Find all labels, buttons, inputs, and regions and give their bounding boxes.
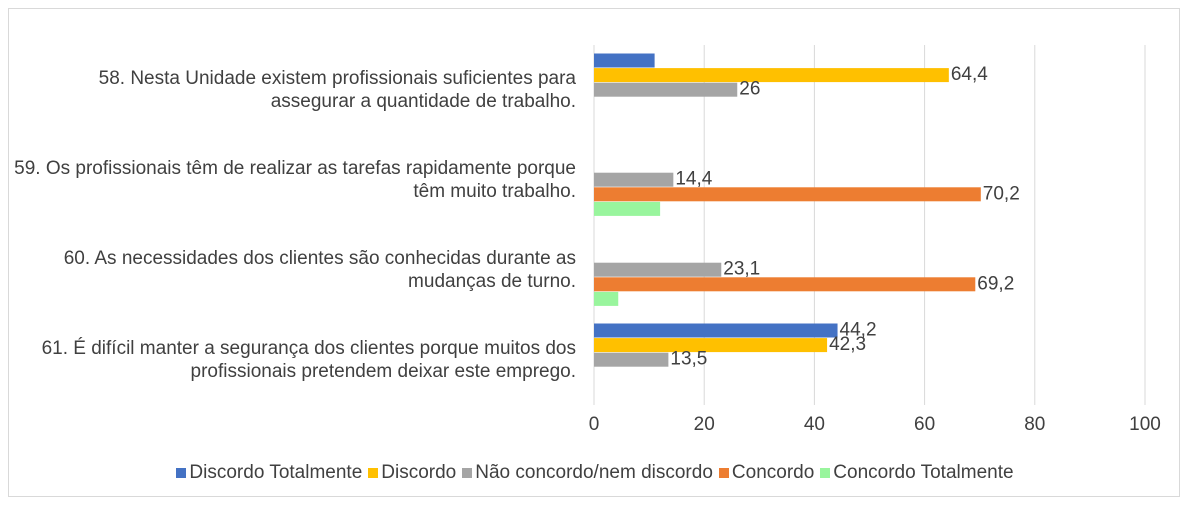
bar	[594, 352, 669, 367]
x-tick-label: 40	[804, 414, 825, 435]
legend-swatch	[462, 468, 473, 478]
x-tick-label: 20	[694, 414, 715, 435]
bar	[594, 53, 655, 68]
bar	[594, 82, 738, 97]
legend-label: Concordo	[731, 462, 815, 483]
bar	[594, 68, 949, 83]
legend-swatch	[368, 468, 379, 478]
category-label: 60. As necessidades dos clientes são con…	[63, 248, 576, 292]
value-label: 13,5	[670, 349, 707, 370]
value-label: 70,2	[983, 183, 1020, 204]
value-label: 64,4	[951, 64, 988, 85]
x-tick-label: 60	[914, 414, 935, 435]
bar	[594, 201, 661, 216]
category-label: 59. Os profissionais têm de realizar as …	[14, 158, 576, 202]
legend-item: Discordo Totalmente	[176, 462, 362, 484]
bar	[594, 277, 976, 292]
legend-item: Concordo	[718, 462, 815, 484]
category-label: 61. É difícil manter a segurança dos cli…	[41, 338, 576, 382]
legend-item: Concordo Totalmente	[820, 462, 1014, 484]
legend-item: Discordo	[368, 462, 456, 484]
legend-label: Discordo Totalmente	[189, 462, 363, 483]
x-tick-label: 100	[1129, 414, 1161, 435]
legend: Discordo Totalmente Discordo Não concordo/…	[0, 462, 1190, 484]
bar	[594, 291, 619, 306]
legend-swatch	[176, 468, 187, 478]
category-label: 58. Nesta Unidade existem profissionais …	[98, 68, 576, 112]
legend-label: Concordo Totalmente	[833, 462, 1014, 483]
value-label: 69,2	[977, 273, 1014, 294]
legend-swatch	[820, 468, 831, 478]
value-label: 26	[739, 79, 760, 100]
value-label: 23,1	[723, 259, 760, 280]
bar	[594, 338, 828, 353]
bar	[594, 323, 838, 338]
bar	[594, 262, 722, 277]
bar	[594, 172, 674, 187]
value-label: 44,2	[840, 320, 877, 341]
chart-frame	[8, 8, 1180, 497]
value-label: 14,4	[675, 169, 712, 190]
x-tick-label: 80	[1024, 414, 1045, 435]
legend-item: Não concordo/nem discordo	[462, 462, 713, 484]
legend-label: Discordo	[381, 462, 457, 483]
legend-label: Não concordo/nem discordo	[475, 462, 713, 483]
legend-swatch	[718, 468, 729, 478]
x-tick-label: 0	[589, 414, 600, 435]
bar	[594, 187, 981, 202]
value-label: 42,3	[829, 334, 866, 355]
